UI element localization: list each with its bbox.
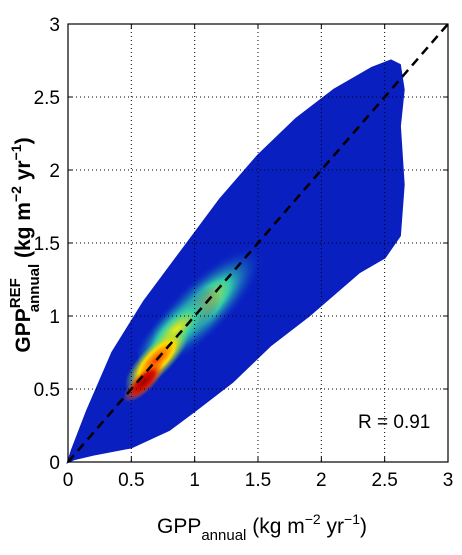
y-tick-label-5: 2.5 (34, 88, 60, 109)
x-tick-label-6: 3 (443, 470, 454, 491)
y-tick-label-2: 1 (49, 307, 60, 328)
x-tick-label-2: 1 (189, 470, 200, 491)
x-tick-label-4: 2 (316, 470, 327, 491)
one-to-one-line (67, 23, 449, 463)
correlation-annotation: R = 0.91 (358, 412, 430, 433)
x-tick-label-3: 1.5 (245, 470, 271, 491)
y-tick-label-3: 1.5 (34, 234, 60, 255)
x-tick-label-5: 2.5 (371, 470, 397, 491)
y-tick-label-1: 0.5 (34, 380, 60, 401)
y-tick-label-6: 3 (49, 15, 60, 36)
y-tick-label-4: 2 (49, 161, 60, 182)
x-axis-label: GPPannual (kg m−2 yr−1) (157, 511, 367, 544)
y-tick-label-0: 0 (49, 453, 60, 474)
x-tick-label-1: 0.5 (118, 470, 144, 491)
x-tick-label-0: 0 (63, 470, 74, 491)
y-axis-label: GPPREF annual (kg m−2 yr−1) (7, 137, 43, 352)
density-core-3 (123, 361, 165, 403)
